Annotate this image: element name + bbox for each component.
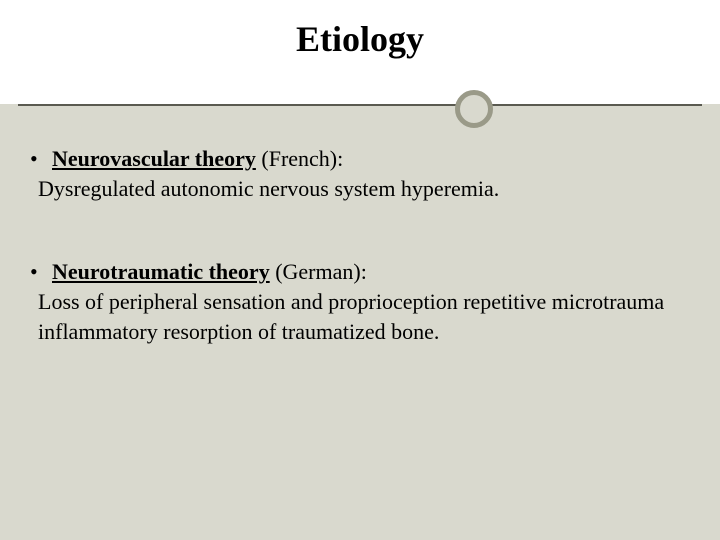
content-area: • Neurovascular theory (French): Dysregu…: [0, 104, 720, 540]
bullet-bold-1: Neurovascular theory: [52, 146, 256, 171]
bullet-bold-2: Neurotraumatic theory: [52, 259, 270, 284]
bullet-block-2: • Neurotraumatic theory (German): Loss o…: [28, 257, 692, 346]
bullet-body-1: Dysregulated autonomic nervous system hy…: [28, 174, 692, 204]
bullet-dot-icon: •: [28, 144, 52, 174]
bullet-title-2: Neurotraumatic theory (German):: [52, 257, 367, 287]
bullet-title-1: Neurovascular theory (French):: [52, 144, 343, 174]
divider-circle-icon: [455, 90, 493, 128]
slide: Etiology • Neurovascular theory (French)…: [0, 0, 720, 540]
slide-title: Etiology: [0, 18, 720, 60]
divider-line: [18, 104, 702, 106]
bullet-tail-2: (German):: [270, 259, 367, 284]
bullet-dot-icon: •: [28, 257, 52, 287]
bullet-heading-2: • Neurotraumatic theory (German):: [28, 257, 692, 287]
bullet-tail-1: (French):: [256, 146, 343, 171]
bullet-block-1: • Neurovascular theory (French): Dysregu…: [28, 144, 692, 203]
bullet-heading-1: • Neurovascular theory (French):: [28, 144, 692, 174]
bullet-body-2: Loss of peripheral sensation and proprio…: [28, 287, 692, 346]
divider: [0, 90, 720, 120]
